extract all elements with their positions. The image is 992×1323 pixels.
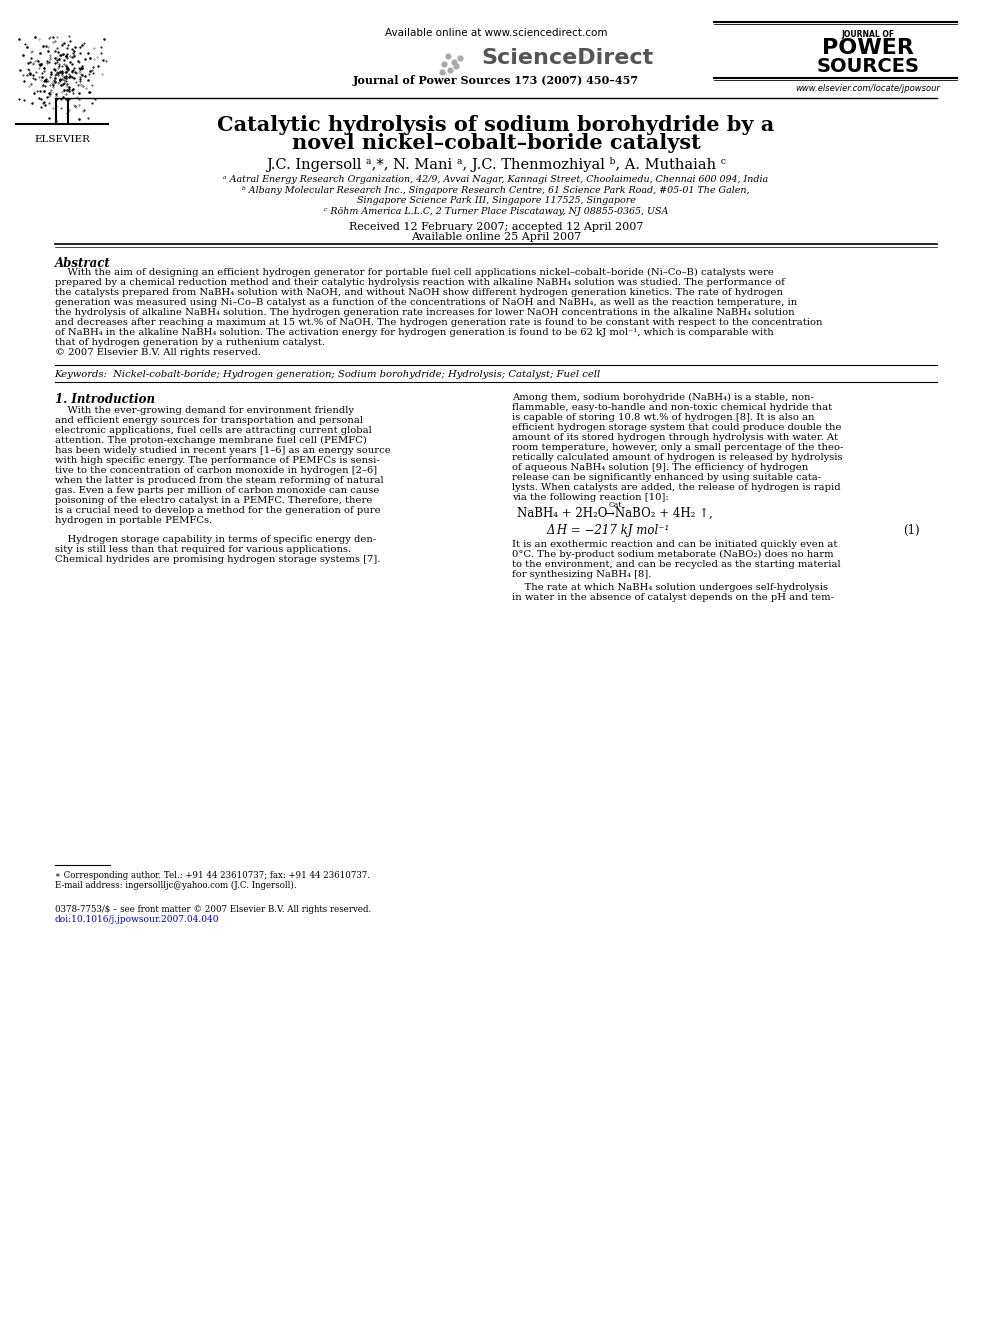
Text: when the latter is produced from the steam reforming of natural: when the latter is produced from the ste… [55,476,383,486]
Text: 1. Introduction: 1. Introduction [55,393,155,406]
Text: amount of its stored hydrogen through hydrolysis with water. At: amount of its stored hydrogen through hy… [512,433,838,442]
Text: flammable, easy-to-handle and non-toxic chemical hydride that: flammable, easy-to-handle and non-toxic … [512,404,832,411]
Text: of NaBH₄ in the alkaline NaBH₄ solution. The activation energy for hydrogen gene: of NaBH₄ in the alkaline NaBH₄ solution.… [55,328,774,337]
Text: doi:10.1016/j.jpowsour.2007.04.040: doi:10.1016/j.jpowsour.2007.04.040 [55,916,219,923]
Text: hydrogen in portable PEMFCs.: hydrogen in portable PEMFCs. [55,516,211,525]
Text: E-mail address: ingersollljc@yahoo.com (J.C. Ingersoll).: E-mail address: ingersollljc@yahoo.com (… [55,881,297,890]
Text: is capable of storing 10.8 wt.% of hydrogen [8]. It is also an: is capable of storing 10.8 wt.% of hydro… [512,413,814,422]
Text: Catalytic hydrolysis of sodium borohydride by a: Catalytic hydrolysis of sodium borohydri… [217,115,775,135]
Text: electronic applications, fuel cells are attracting current global: electronic applications, fuel cells are … [55,426,371,435]
Text: has been widely studied in recent years [1–6] as an energy source: has been widely studied in recent years … [55,446,390,455]
Text: of aqueous NaBH₄ solution [9]. The efficiency of hydrogen: of aqueous NaBH₄ solution [9]. The effic… [512,463,808,472]
Text: JOURNAL OF: JOURNAL OF [841,30,895,38]
Text: With the ever-growing demand for environment friendly: With the ever-growing demand for environ… [55,406,353,415]
Text: It is an exothermic reaction and can be initiated quickly even at: It is an exothermic reaction and can be … [512,540,837,549]
Text: prepared by a chemical reduction method and their catalytic hydrolysis reaction : prepared by a chemical reduction method … [55,278,785,287]
Text: attention. The proton-exchange membrane fuel cell (PEMFC): attention. The proton-exchange membrane … [55,437,366,445]
Text: Singapore Science Park III, Singapore 117525, Singapore: Singapore Science Park III, Singapore 11… [356,196,636,205]
Text: POWER: POWER [822,38,914,58]
Text: www.elsevier.com/locate/jpowsour: www.elsevier.com/locate/jpowsour [796,83,940,93]
Text: Among them, sodium borohydride (NaBH₄) is a stable, non-: Among them, sodium borohydride (NaBH₄) i… [512,393,813,402]
Text: →NaBO₂ + 4H₂ ↑,: →NaBO₂ + 4H₂ ↑, [605,507,712,520]
Text: SOURCES: SOURCES [816,57,920,75]
Text: with high specific energy. The performance of PEMFCs is sensi-: with high specific energy. The performan… [55,456,379,464]
Text: Hydrogen storage capability in terms of specific energy den-: Hydrogen storage capability in terms of … [55,534,376,544]
Text: and efficient energy sources for transportation and personal: and efficient energy sources for transpo… [55,415,362,425]
Text: generation was measured using Ni–Co–B catalyst as a function of the concentratio: generation was measured using Ni–Co–B ca… [55,298,797,307]
Text: in water in the absence of catalyst depends on the pH and tem-: in water in the absence of catalyst depe… [512,593,834,602]
Text: Cat: Cat [609,501,622,509]
Text: retically calculated amount of hydrogen is released by hydrolysis: retically calculated amount of hydrogen … [512,452,842,462]
Text: ᵇ Albany Molecular Research Inc., Singapore Research Centre, 61 Science Park Roa: ᵇ Albany Molecular Research Inc., Singap… [242,187,750,194]
Text: ∗ Corresponding author. Tel.: +91 44 23610737; fax: +91 44 23610737.: ∗ Corresponding author. Tel.: +91 44 236… [55,871,370,880]
Text: 0°C. The by-product sodium metaborate (NaBO₂) does no harm: 0°C. The by-product sodium metaborate (N… [512,550,833,560]
Text: Available online at www.sciencedirect.com: Available online at www.sciencedirect.co… [385,28,607,38]
Text: Received 12 February 2007; accepted 12 April 2007: Received 12 February 2007; accepted 12 A… [349,222,643,232]
Text: for synthesizing NaBH₄ [8].: for synthesizing NaBH₄ [8]. [512,570,651,579]
Text: 0378-7753/$ – see front matter © 2007 Elsevier B.V. All rights reserved.: 0378-7753/$ – see front matter © 2007 El… [55,905,371,914]
Text: release can be significantly enhanced by using suitable cata-: release can be significantly enhanced by… [512,474,821,482]
Text: Δ H = −217 kJ mol⁻¹: Δ H = −217 kJ mol⁻¹ [547,524,671,537]
Text: With the aim of designing an efficient hydrogen generator for portable fuel cell: With the aim of designing an efficient h… [55,269,774,277]
Text: the catalysts prepared from NaBH₄ solution with NaOH, and without NaOH show diff: the catalysts prepared from NaBH₄ soluti… [55,288,783,296]
Text: via the following reaction [10]:: via the following reaction [10]: [512,493,669,501]
Text: © 2007 Elsevier B.V. All rights reserved.: © 2007 Elsevier B.V. All rights reserved… [55,348,261,357]
Text: lysts. When catalysts are added, the release of hydrogen is rapid: lysts. When catalysts are added, the rel… [512,483,840,492]
Text: Abstract: Abstract [55,257,110,270]
Text: The rate at which NaBH₄ solution undergoes self-hydrolysis: The rate at which NaBH₄ solution undergo… [512,583,828,591]
Text: Keywords:  Nickel-cobalt-boride; Hydrogen generation; Sodium borohydride; Hydrol: Keywords: Nickel-cobalt-boride; Hydrogen… [55,370,601,378]
Text: the hydrolysis of alkaline NaBH₄ solution. The hydrogen generation rate increase: the hydrolysis of alkaline NaBH₄ solutio… [55,308,795,318]
Text: ScienceDirect: ScienceDirect [481,48,654,67]
Text: J.C. Ingersoll ᵃ,*, N. Mani ᵃ, J.C. Thenmozhiyal ᵇ, A. Muthaiah ᶜ: J.C. Ingersoll ᵃ,*, N. Mani ᵃ, J.C. Then… [266,157,726,172]
Text: Journal of Power Sources 173 (2007) 450–457: Journal of Power Sources 173 (2007) 450–… [353,75,639,86]
Text: gas. Even a few parts per million of carbon monoxide can cause: gas. Even a few parts per million of car… [55,486,379,495]
Text: ᶜ Röhm America L.L.C, 2 Turner Place Piscataway, NJ 08855-0365, USA: ᶜ Röhm America L.L.C, 2 Turner Place Pis… [323,206,669,216]
Text: Chemical hydrides are promising hydrogen storage systems [7].: Chemical hydrides are promising hydrogen… [55,556,380,564]
Text: Available online 25 April 2007: Available online 25 April 2007 [411,232,581,242]
Text: NaBH₄ + 2H₂O: NaBH₄ + 2H₂O [517,507,607,520]
Text: sity is still less than that required for various applications.: sity is still less than that required fo… [55,545,351,554]
Text: to the environment, and can be recycled as the starting material: to the environment, and can be recycled … [512,560,840,569]
Text: and decreases after reaching a maximum at 15 wt.% of NaOH. The hydrogen generati: and decreases after reaching a maximum a… [55,318,822,327]
Text: ELSEVIER: ELSEVIER [34,135,90,144]
Text: is a crucial need to develop a method for the generation of pure: is a crucial need to develop a method fo… [55,505,380,515]
Text: ᵃ Aatral Energy Research Organization, 42/9, Avvai Nagar, Kannagi Street, Choola: ᵃ Aatral Energy Research Organization, 4… [223,175,769,184]
Text: that of hydrogen generation by a ruthenium catalyst.: that of hydrogen generation by a rutheni… [55,337,324,347]
Text: tive to the concentration of carbon monoxide in hydrogen [2–6]: tive to the concentration of carbon mono… [55,466,377,475]
Text: (1): (1) [903,524,920,537]
Text: room temperature, however, only a small percentage of the theo-: room temperature, however, only a small … [512,443,843,452]
Text: poisoning of the electro catalyst in a PEMFC. Therefore, there: poisoning of the electro catalyst in a P… [55,496,372,505]
Text: efficient hydrogen storage system that could produce double the: efficient hydrogen storage system that c… [512,423,841,433]
Text: novel nickel–cobalt–boride catalyst: novel nickel–cobalt–boride catalyst [292,134,700,153]
